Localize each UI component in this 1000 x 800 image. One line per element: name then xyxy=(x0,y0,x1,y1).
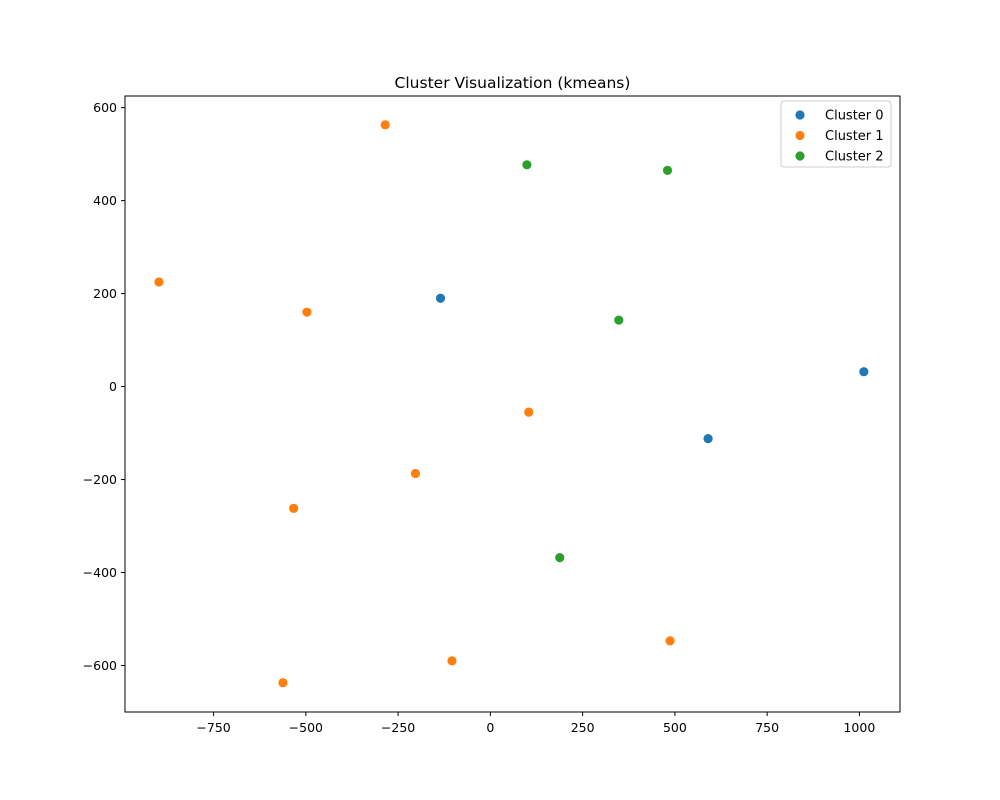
x-tick-label: 250 xyxy=(571,720,595,735)
cluster-0-point-2 xyxy=(859,367,869,377)
legend-marker-cluster-2 xyxy=(795,151,805,161)
x-tick-label: −250 xyxy=(381,720,415,735)
cluster-2-point-0 xyxy=(522,160,532,170)
cluster-1-point-0 xyxy=(380,120,390,130)
cluster-1-point-4 xyxy=(410,468,421,479)
legend: Cluster 0 Cluster 1 Cluster 2 xyxy=(780,100,892,168)
x-tick-label: 500 xyxy=(663,720,687,735)
chart-title: Cluster Visualization (kmeans) xyxy=(395,74,631,92)
x-tick-label: −750 xyxy=(196,720,230,735)
legend-label-cluster-1: Cluster 1 xyxy=(825,129,884,144)
legend-marker-cluster-0 xyxy=(795,110,805,120)
y-tick-label: −400 xyxy=(83,565,117,580)
cluster-2-point-3 xyxy=(555,553,565,563)
cluster-1-point-2 xyxy=(302,307,312,317)
cluster-2-point-1 xyxy=(662,165,673,175)
y-tick-label: 0 xyxy=(109,379,117,394)
cluster-1-point-6 xyxy=(665,636,675,646)
cluster-1-point-3 xyxy=(524,407,534,417)
x-axis: −750 −500 −250 0 250 500 750 1000 xyxy=(196,712,875,735)
cluster-1-point-1 xyxy=(154,277,164,287)
cluster-1-point-8 xyxy=(278,678,288,688)
legend-label-cluster-2: Cluster 2 xyxy=(825,150,884,165)
x-tick-label: −500 xyxy=(289,720,323,735)
y-axis: −600 −400 −200 0 200 400 600 xyxy=(83,100,125,673)
x-tick-label: 750 xyxy=(755,720,779,735)
cluster-1-point-5 xyxy=(289,503,299,513)
plot-frame xyxy=(124,95,901,713)
y-tick-label: −600 xyxy=(83,658,117,673)
legend-marker-cluster-1 xyxy=(795,130,805,141)
y-tick-label: −200 xyxy=(83,472,117,487)
y-tick-label: 600 xyxy=(93,100,117,115)
cluster-0-point-1 xyxy=(703,434,713,444)
x-tick-label: 1000 xyxy=(843,720,875,735)
y-tick-label: 400 xyxy=(93,193,117,208)
cluster-0-point-0 xyxy=(435,293,446,303)
y-tick-label: 200 xyxy=(93,286,117,301)
legend-label-cluster-0: Cluster 0 xyxy=(825,109,884,124)
cluster-1-point-7 xyxy=(447,656,457,666)
x-tick-label: 0 xyxy=(486,720,494,735)
cluster-2-point-2 xyxy=(614,315,624,325)
legend-box xyxy=(780,100,892,168)
plot-points xyxy=(154,120,869,688)
